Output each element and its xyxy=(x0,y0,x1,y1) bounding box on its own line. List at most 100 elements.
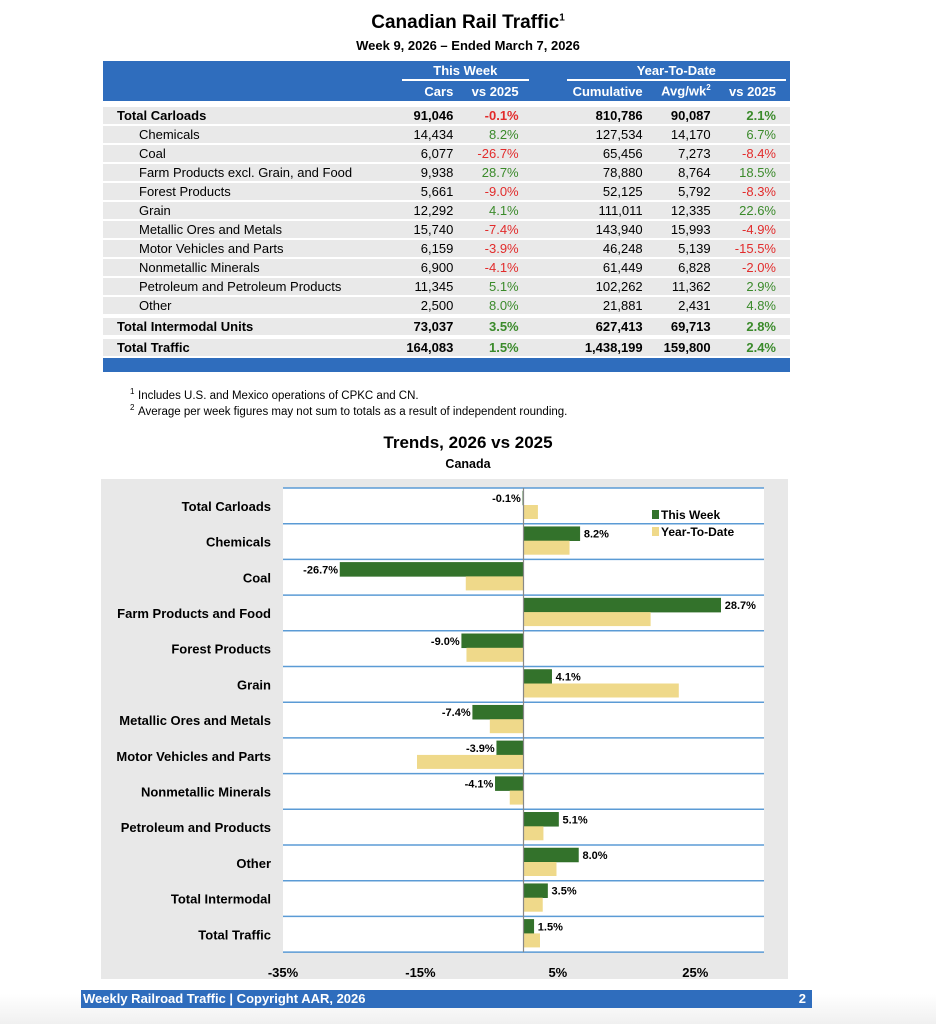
ytd-vs-2025-value: 22.6% xyxy=(724,200,790,220)
avg-wk-value: 159,800 xyxy=(656,335,725,356)
spacer-cell xyxy=(532,295,567,316)
bar-year-to-date xyxy=(523,897,543,912)
vs-2025-value: -3.9% xyxy=(467,238,533,258)
category-label: Petroleum and Products xyxy=(121,820,271,835)
ytd-vs-2025-value: 2.1% xyxy=(724,101,790,125)
row-label: Coal xyxy=(103,143,402,163)
data-label-this-week: 4.1% xyxy=(556,672,581,684)
data-label-this-week: -26.7% xyxy=(303,564,338,576)
row-label: Farm Products excl. Grain, and Food xyxy=(103,162,402,182)
spacer-cell xyxy=(532,314,567,337)
vs-2025-value: 8.0% xyxy=(467,295,533,316)
spacer-cell xyxy=(532,124,567,144)
avg-wk-value: 14,170 xyxy=(656,124,725,144)
footnote-2: 2 Average per week figures may not sum to… xyxy=(130,403,568,418)
avg-wk-value: 8,764 xyxy=(656,162,725,182)
category-label: Forest Products xyxy=(171,642,271,657)
avg-wk-value: 12,335 xyxy=(656,200,725,220)
group-this-week: This Week xyxy=(402,61,533,81)
bar-year-to-date xyxy=(509,790,524,805)
bar-this-week xyxy=(523,597,721,613)
cars-value: 5,661 xyxy=(402,181,468,201)
vs-2025-value: 8.2% xyxy=(467,124,533,144)
cars-value: 73,037 xyxy=(402,314,468,337)
table-row: Forest Products 5,661 -9.0% 52,125 5,792 -8.3… xyxy=(103,181,790,201)
ytd-vs-2025-value: 6.7% xyxy=(724,124,790,144)
cumulative-value: 627,413 xyxy=(566,314,657,337)
avg-wk-value: 5,139 xyxy=(656,238,725,258)
vs-2025-value: 4.1% xyxy=(467,200,533,220)
cumulative-value: 102,262 xyxy=(566,276,657,296)
bar-this-week xyxy=(523,883,548,898)
row-label: Total Intermodal Units xyxy=(103,314,402,337)
table-row: Coal 6,077 -26.7% 65,456 7,273 -8.4% xyxy=(103,143,790,163)
data-label-this-week: -9.0% xyxy=(431,636,460,648)
ytd-vs-2025-value: -15.5% xyxy=(724,238,790,258)
avg-wk-value: 6,828 xyxy=(656,257,725,277)
ytd-vs-2025-value: 2.9% xyxy=(724,276,790,296)
table-row: Total Intermodal Units 73,037 3.5% 627,413 6… xyxy=(103,314,790,337)
spacer-cell xyxy=(532,181,567,201)
bar-this-week xyxy=(339,562,524,577)
table-row: Grain 12,292 4.1% 111,011 12,335 22.6% xyxy=(103,200,790,220)
cars-value: 6,077 xyxy=(402,143,468,163)
data-label-this-week: 5.1% xyxy=(563,814,588,826)
bar-year-to-date xyxy=(466,647,524,662)
table-column-header: Cars vs 2025 Cumulative Avg/wk2 vs 2025 xyxy=(103,81,790,104)
legend-swatch-this-week xyxy=(652,510,659,519)
ytd-vs-2025-value: -8.3% xyxy=(724,181,790,201)
category-label: Chemicals xyxy=(206,535,271,550)
data-label-this-week: -0.1% xyxy=(492,493,521,505)
trends-chart: Total Carloads -0.1% Chemicals 8.2% Coal -26.… xyxy=(101,479,788,979)
cars-value: 2,500 xyxy=(402,295,468,316)
ytd-vs-2025-value: -4.9% xyxy=(724,219,790,239)
cars-value: 6,900 xyxy=(402,257,468,277)
legend-label-year-to-date: Year-To-Date xyxy=(661,525,734,539)
category-label: Total Traffic xyxy=(198,927,271,942)
data-label-this-week: 28.7% xyxy=(725,600,756,612)
cars-value: 11,345 xyxy=(402,276,468,296)
data-label-this-week: -3.9% xyxy=(466,743,495,755)
ytd-vs-2025-value: -2.0% xyxy=(724,257,790,277)
page-subtitle: Week 9, 2026 – Ended March 7, 2026 xyxy=(356,38,580,53)
traffic-table: This Week Year-To-Date Cars vs 2025 Cumu… xyxy=(103,61,790,372)
col-cars: Cars xyxy=(424,83,454,99)
chart-subtitle: Canada xyxy=(445,457,491,471)
table-row: Other 2,500 8.0% 21,881 2,431 4.8% xyxy=(103,295,790,316)
row-label: Petroleum and Petroleum Products xyxy=(103,276,402,296)
data-label-this-week: 3.5% xyxy=(552,886,577,898)
bar-this-week xyxy=(495,776,524,791)
bar-this-week xyxy=(523,669,552,684)
spacer-cell xyxy=(532,200,567,220)
vs-2025-value: -0.1% xyxy=(467,101,533,125)
cars-value: 6,159 xyxy=(402,238,468,258)
bar-year-to-date xyxy=(465,576,524,591)
cars-value: 164,083 xyxy=(402,335,468,356)
footer-copyright: Weekly Railroad Traffic | Copyright AAR,… xyxy=(83,991,366,1006)
cumulative-value: 21,881 xyxy=(566,295,657,316)
spacer-cell xyxy=(532,276,567,296)
bar-this-week xyxy=(523,847,579,863)
row-label: Nonmetallic Minerals xyxy=(103,257,402,277)
avg-wk-value: 5,792 xyxy=(656,181,725,201)
spacer-cell xyxy=(532,257,567,277)
cars-value: 9,938 xyxy=(402,162,468,182)
ytd-vs-2025-value: 2.8% xyxy=(724,314,790,337)
cumulative-value: 111,011 xyxy=(566,200,657,220)
cumulative-value: 65,456 xyxy=(566,143,657,163)
ytd-vs-2025-value: 4.8% xyxy=(724,295,790,316)
spacer-cell xyxy=(532,219,567,239)
category-label: Total Intermodal xyxy=(171,892,271,907)
footnote-1: 1 Includes U.S. and Mexico operations of … xyxy=(130,387,419,402)
data-label-this-week: 8.2% xyxy=(584,529,609,541)
x-tick-label: -35% xyxy=(268,965,299,979)
bar-year-to-date xyxy=(523,683,679,698)
vs-2025-value: 1.5% xyxy=(467,335,533,356)
bar-this-week xyxy=(461,633,524,649)
vs-2025-value: -26.7% xyxy=(467,143,533,163)
table-row: Petroleum and Petroleum Products 11,345 5.… xyxy=(103,276,790,296)
table-row: Chemicals 14,434 8.2% 127,534 14,170 6.7% xyxy=(103,124,790,144)
vs-2025-value: 28.7% xyxy=(467,162,533,182)
bar-year-to-date xyxy=(523,612,651,627)
